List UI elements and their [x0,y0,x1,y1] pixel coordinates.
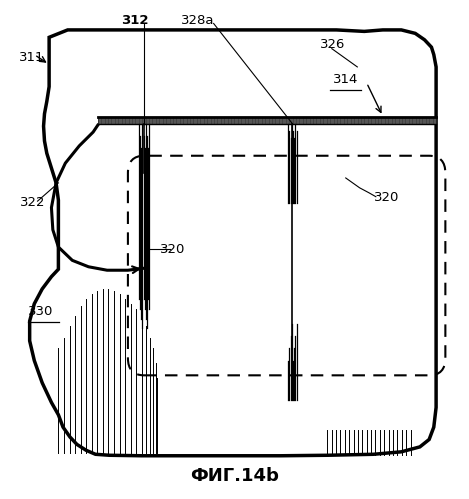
Text: ФИГ.14b: ФИГ.14b [190,468,279,486]
Text: 312: 312 [121,13,149,26]
Text: 311: 311 [19,50,45,63]
Text: 326: 326 [320,38,346,51]
Text: 320: 320 [160,243,186,256]
Text: 330: 330 [28,305,53,318]
Text: 328a: 328a [181,13,214,26]
Text: 320: 320 [373,191,399,204]
Text: 322: 322 [20,196,46,209]
Bar [98,117,436,124]
Text: 314: 314 [333,73,358,86]
